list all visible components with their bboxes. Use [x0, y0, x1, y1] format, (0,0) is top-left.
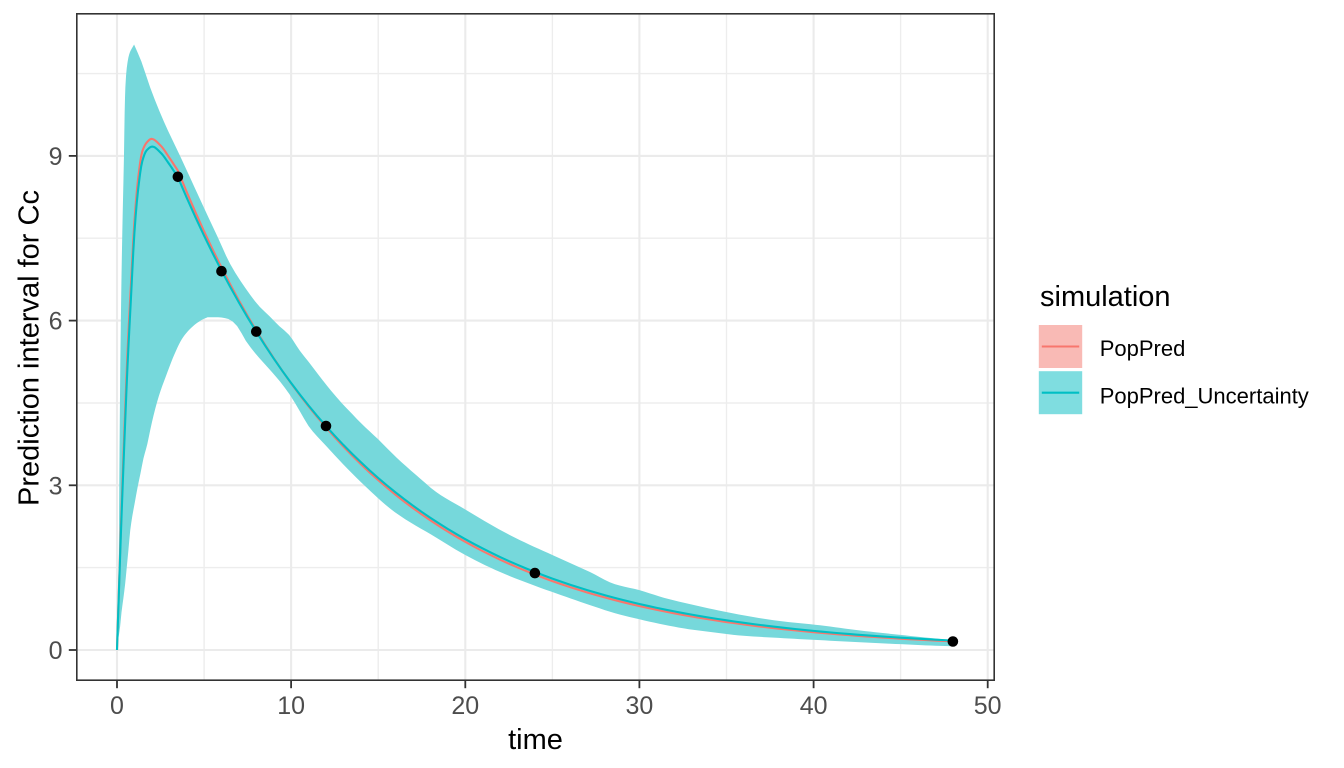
svg-text:0: 0	[110, 692, 124, 720]
svg-text:PopPred: PopPred	[1100, 336, 1186, 361]
svg-text:simulation: simulation	[1040, 281, 1171, 313]
svg-text:PopPred_Uncertainty: PopPred_Uncertainty	[1100, 384, 1309, 409]
svg-text:9: 9	[49, 143, 63, 171]
svg-text:50: 50	[974, 692, 1002, 720]
svg-text:3: 3	[49, 472, 63, 500]
svg-text:40: 40	[800, 692, 828, 720]
svg-text:10: 10	[277, 692, 305, 720]
svg-text:0: 0	[49, 637, 63, 665]
svg-text:30: 30	[625, 692, 653, 720]
svg-text:time: time	[508, 724, 563, 756]
svg-text:20: 20	[451, 692, 479, 720]
svg-text:6: 6	[49, 308, 63, 336]
svg-text:Prediction interval for Cc: Prediction interval for Cc	[14, 190, 46, 506]
